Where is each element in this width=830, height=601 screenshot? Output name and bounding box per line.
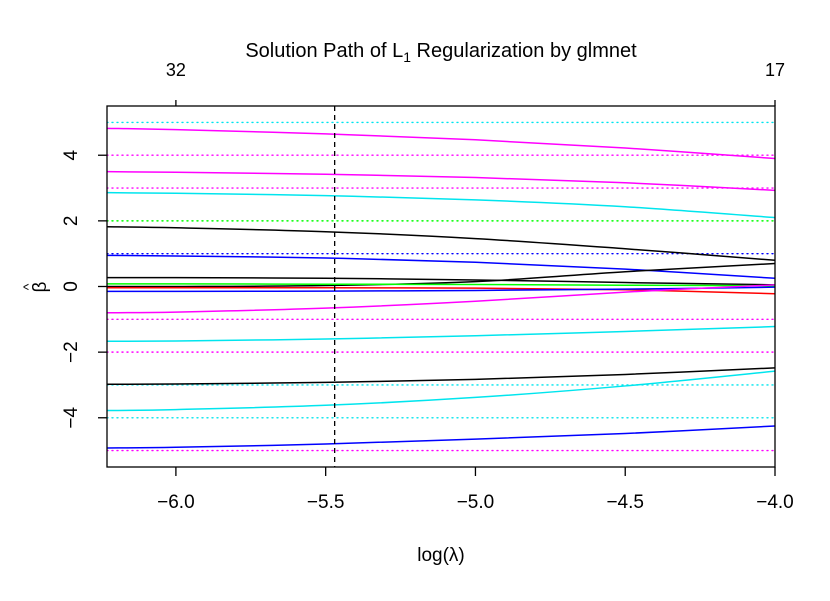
chart-title-rest: Regularization by glmnet [411, 40, 637, 62]
coefficient-path [107, 284, 775, 314]
chart-title-main: Solution Path of L [245, 40, 403, 62]
y-tick-label: −4 [61, 407, 82, 429]
y-tick-label: −2 [61, 341, 82, 363]
coefficient-path [107, 262, 775, 288]
x-tick-label: −4.5 [606, 492, 644, 513]
coefficient-path [107, 425, 775, 449]
y-tick-label: 0 [61, 281, 82, 292]
coefficient-path [107, 191, 775, 219]
coefficient-path [107, 254, 775, 280]
coefficient-path [107, 325, 775, 343]
y-tick-label: 2 [61, 216, 82, 227]
x-axis: −6.0 −5.5 −5.0 −4.5 −4.0 [157, 467, 794, 513]
y-axis-label: β ^ [20, 281, 51, 292]
coefficient-path [107, 170, 775, 192]
y-tick-label: 4 [61, 150, 82, 161]
chart-title: Solution Path of L1 Regularization by gl… [245, 40, 637, 65]
coefficient-path [107, 367, 775, 386]
top-tick-label: 32 [166, 60, 186, 80]
coefficient-path [107, 226, 775, 261]
y-axis-label-symbol: β [30, 281, 51, 292]
top-tick-label: 17 [765, 60, 785, 80]
coefficient-path [107, 286, 775, 293]
coefficient-path [107, 283, 775, 287]
coefficient-path [107, 276, 775, 286]
x-tick-label: −4.0 [756, 492, 794, 513]
x-tick-label: −6.0 [157, 492, 195, 513]
y-axis-label-hat: ^ [20, 283, 36, 290]
y-axis: −4 −2 0 2 4 [61, 150, 107, 429]
x-tick-label: −5.0 [457, 492, 495, 513]
true-coefficient-lines [107, 121, 775, 452]
x-tick-label: −5.5 [307, 492, 345, 513]
top-axis: 32 17 [166, 60, 785, 106]
coefficient-path-lines [107, 127, 775, 449]
chart-title-subscript: 1 [403, 49, 411, 65]
coefficient-path [107, 127, 775, 160]
x-axis-label: log(λ) [417, 545, 465, 566]
coefficient-path [107, 370, 775, 412]
